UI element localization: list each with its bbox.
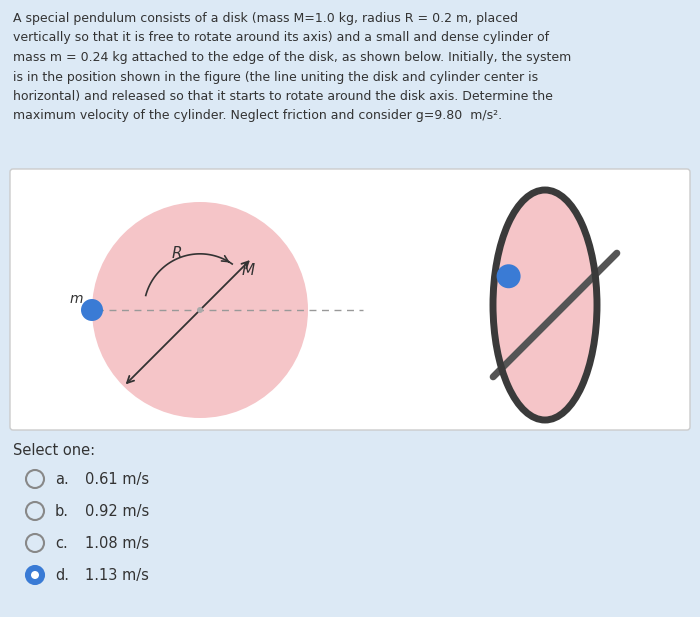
FancyBboxPatch shape — [10, 169, 690, 430]
Text: 1.13 m/s: 1.13 m/s — [85, 568, 149, 583]
Text: maximum velocity of the cylinder. Neglect friction and consider g=9.80  m/s².: maximum velocity of the cylinder. Neglec… — [13, 109, 502, 123]
Circle shape — [92, 202, 308, 418]
Circle shape — [26, 566, 44, 584]
Circle shape — [496, 264, 521, 288]
Text: R: R — [172, 246, 183, 261]
Text: b.: b. — [55, 504, 69, 519]
Text: vertically so that it is free to rotate around its axis) and a small and dense c: vertically so that it is free to rotate … — [13, 31, 549, 44]
Text: d.: d. — [55, 568, 69, 583]
Text: A special pendulum consists of a disk (mass M=1.0 kg, radius R = 0.2 m, placed: A special pendulum consists of a disk (m… — [13, 12, 518, 25]
Text: M: M — [242, 263, 255, 278]
Text: 0.61 m/s: 0.61 m/s — [85, 472, 149, 487]
Text: mass m = 0.24 kg attached to the edge of the disk, as shown below. Initially, th: mass m = 0.24 kg attached to the edge of… — [13, 51, 571, 64]
Text: horizontal) and released so that it starts to rotate around the disk axis. Deter: horizontal) and released so that it star… — [13, 90, 553, 103]
Text: is in the position shown in the figure (the line uniting the disk and cylinder c: is in the position shown in the figure (… — [13, 70, 538, 83]
Circle shape — [31, 571, 39, 579]
Text: a.: a. — [55, 472, 69, 487]
Text: m: m — [70, 292, 83, 306]
Text: 0.92 m/s: 0.92 m/s — [85, 504, 149, 519]
Text: 1.08 m/s: 1.08 m/s — [85, 536, 149, 551]
Circle shape — [81, 299, 103, 321]
Ellipse shape — [493, 190, 597, 420]
Text: c.: c. — [55, 536, 68, 551]
Text: Select one:: Select one: — [13, 443, 95, 458]
Circle shape — [197, 307, 203, 313]
